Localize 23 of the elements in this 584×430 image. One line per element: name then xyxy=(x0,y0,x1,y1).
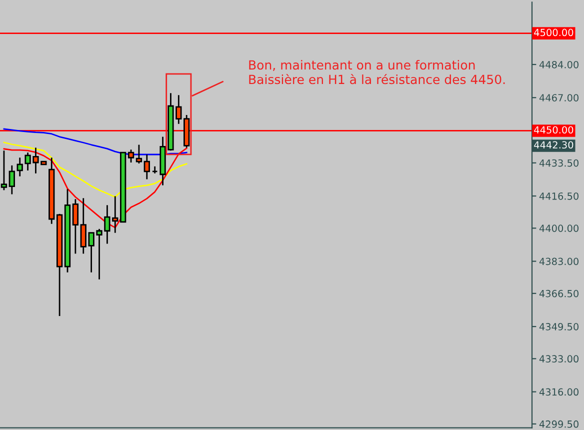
y-tick-label: 4484.00 xyxy=(539,60,579,68)
y-tick-label: 4383.00 xyxy=(539,258,579,266)
y-tick-label: 4467.00 xyxy=(539,94,579,102)
candlestick xyxy=(8,164,15,195)
y-tick-label: 4333.00 xyxy=(539,355,579,363)
ref-line-label: 4450.00 xyxy=(534,126,574,134)
line-series xyxy=(3,142,188,198)
candlestick xyxy=(136,144,142,164)
y-tick-label: 4316.00 xyxy=(539,388,579,396)
y-tick-label: 4400.00 xyxy=(539,224,579,232)
ref-line-label: 4500.00 xyxy=(534,28,574,36)
y-tick-label: 4366.50 xyxy=(539,290,579,298)
annotation: Bon, maintenant on a une formation Baissière en H1 à la résistance des 4450. xyxy=(249,60,505,84)
candlestick xyxy=(152,166,158,174)
text: 4442.30 xyxy=(534,141,574,149)
y-tick-label: 4433.50 xyxy=(539,159,579,167)
y-tick-label: 4349.50 xyxy=(539,323,579,330)
y-tick-label: 4299.50 xyxy=(539,420,579,428)
candlestick xyxy=(128,148,134,164)
candlestick xyxy=(72,198,79,254)
candlestick xyxy=(144,154,150,180)
candlestick xyxy=(0,150,8,191)
y-tick-label: 4416.50 xyxy=(539,192,579,200)
